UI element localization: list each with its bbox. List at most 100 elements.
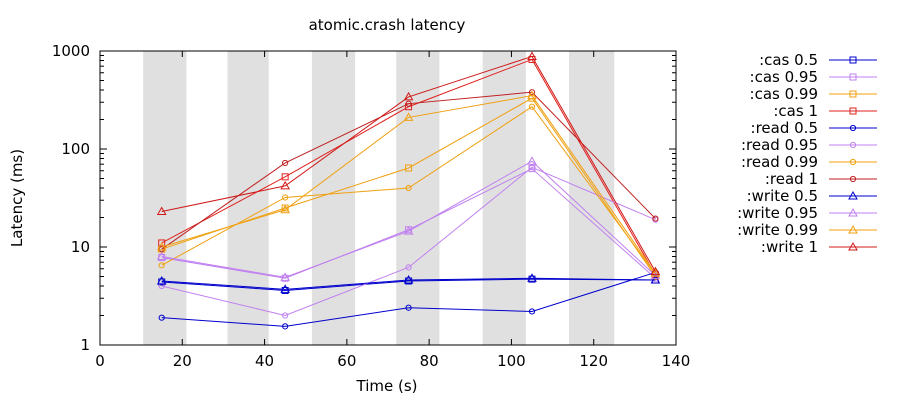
data-point — [403, 112, 414, 121]
shaded-intervals — [143, 51, 615, 345]
data-point — [405, 100, 412, 107]
shaded-interval-4 — [482, 51, 526, 345]
legend-label: :read 1 — [765, 170, 818, 188]
chart-title: atomic.crash latency — [309, 16, 466, 34]
y-tick-label: 100 — [61, 140, 90, 158]
x-axis-label: Time (s) — [356, 377, 418, 395]
x-tick-label: 0 — [95, 352, 105, 370]
x-tick-label: 140 — [662, 352, 691, 370]
data-point — [158, 314, 165, 321]
data-point — [403, 91, 414, 101]
x-tick-label: 40 — [255, 352, 274, 370]
legend-marker — [849, 73, 857, 81]
series-line — [161, 106, 656, 275]
series-11 — [156, 51, 661, 276]
series-10 — [156, 90, 661, 277]
data-point — [403, 226, 414, 235]
x-tick-label: 120 — [579, 352, 608, 370]
series-line — [161, 278, 656, 291]
y-tick-label: 1000 — [52, 42, 90, 60]
series-line — [161, 277, 656, 290]
series-line — [161, 55, 656, 272]
legend-label: :read 0.95 — [741, 136, 818, 154]
legend-marker — [848, 190, 858, 200]
legend-label: :cas 0.99 — [750, 85, 818, 103]
legend-marker — [849, 141, 857, 149]
data-point — [528, 89, 536, 96]
legend-label: :write 0.5 — [747, 187, 818, 205]
data-point — [405, 304, 412, 311]
series-9 — [156, 156, 661, 281]
data-point — [527, 156, 537, 165]
data-point — [527, 273, 537, 282]
data-point — [405, 264, 412, 271]
legend-marker — [849, 158, 857, 166]
data-point — [652, 215, 659, 222]
data-point — [158, 239, 166, 247]
data-point — [403, 275, 414, 284]
plot-frame — [99, 50, 677, 346]
series-8 — [156, 273, 661, 293]
data-point — [650, 268, 661, 277]
y-tick-label: 1 — [80, 336, 90, 354]
y-tick-label: 10 — [71, 238, 90, 256]
data-point — [528, 308, 536, 315]
data-point — [528, 103, 536, 110]
series-5 — [158, 164, 659, 319]
shaded-interval-0 — [143, 51, 187, 345]
legend-label: :read 0.99 — [741, 153, 818, 171]
legend-marker — [848, 224, 858, 234]
data-point — [650, 266, 661, 276]
shaded-interval-2 — [311, 51, 356, 345]
y-axis-label: Latency (ms) — [8, 149, 26, 247]
legend-marker — [848, 241, 858, 251]
data-point — [158, 282, 165, 290]
x-tick-label: 60 — [337, 352, 356, 370]
legend-label: :cas 0.5 — [759, 51, 818, 69]
legend: :cas 0.5:cas 0.95:cas 0.99:cas 1:read 0.… — [737, 51, 877, 256]
legend-label: :write 0.99 — [737, 221, 818, 239]
series-line — [161, 166, 656, 317]
data-point — [405, 164, 413, 172]
legend-marker — [848, 207, 858, 217]
shaded-interval-5 — [569, 51, 615, 345]
series-line — [161, 95, 656, 274]
legend-label: :write 0.95 — [737, 204, 818, 222]
shaded-interval-1 — [227, 51, 269, 345]
legend-label: :read 0.5 — [751, 119, 818, 137]
data-point — [282, 323, 289, 330]
data-point — [527, 90, 537, 100]
series-line — [161, 160, 656, 278]
data-point — [280, 180, 291, 190]
data-point — [650, 275, 661, 284]
data-point — [156, 275, 167, 285]
series-line — [161, 271, 656, 327]
data-point — [281, 173, 289, 181]
series-lines — [156, 51, 661, 330]
data-point — [280, 204, 291, 214]
legend-label: :cas 1 — [773, 102, 818, 120]
data-point — [527, 51, 537, 60]
legend-label: :write 1 — [761, 238, 818, 256]
data-point — [280, 284, 291, 293]
legend-marker — [849, 107, 857, 115]
data-point — [280, 272, 291, 281]
legend-marker — [849, 124, 857, 132]
legend-label: :cas 0.95 — [750, 68, 818, 86]
legend-marker — [849, 56, 857, 64]
data-point — [282, 194, 289, 201]
data-point — [405, 184, 412, 192]
legend-marker — [849, 90, 857, 98]
data-point — [156, 206, 167, 216]
data-point — [282, 312, 289, 319]
axis-ticks: 0 20 40 60 80 100 120 140 1 10 100 1000 — [52, 42, 691, 370]
shaded-interval-3 — [396, 51, 440, 345]
data-point — [156, 241, 167, 251]
x-tick-label: 80 — [420, 352, 439, 370]
series-7 — [158, 89, 659, 253]
x-tick-label: 100 — [497, 352, 526, 370]
legend-marker — [849, 175, 857, 183]
data-point — [158, 262, 165, 269]
data-point — [156, 251, 167, 260]
